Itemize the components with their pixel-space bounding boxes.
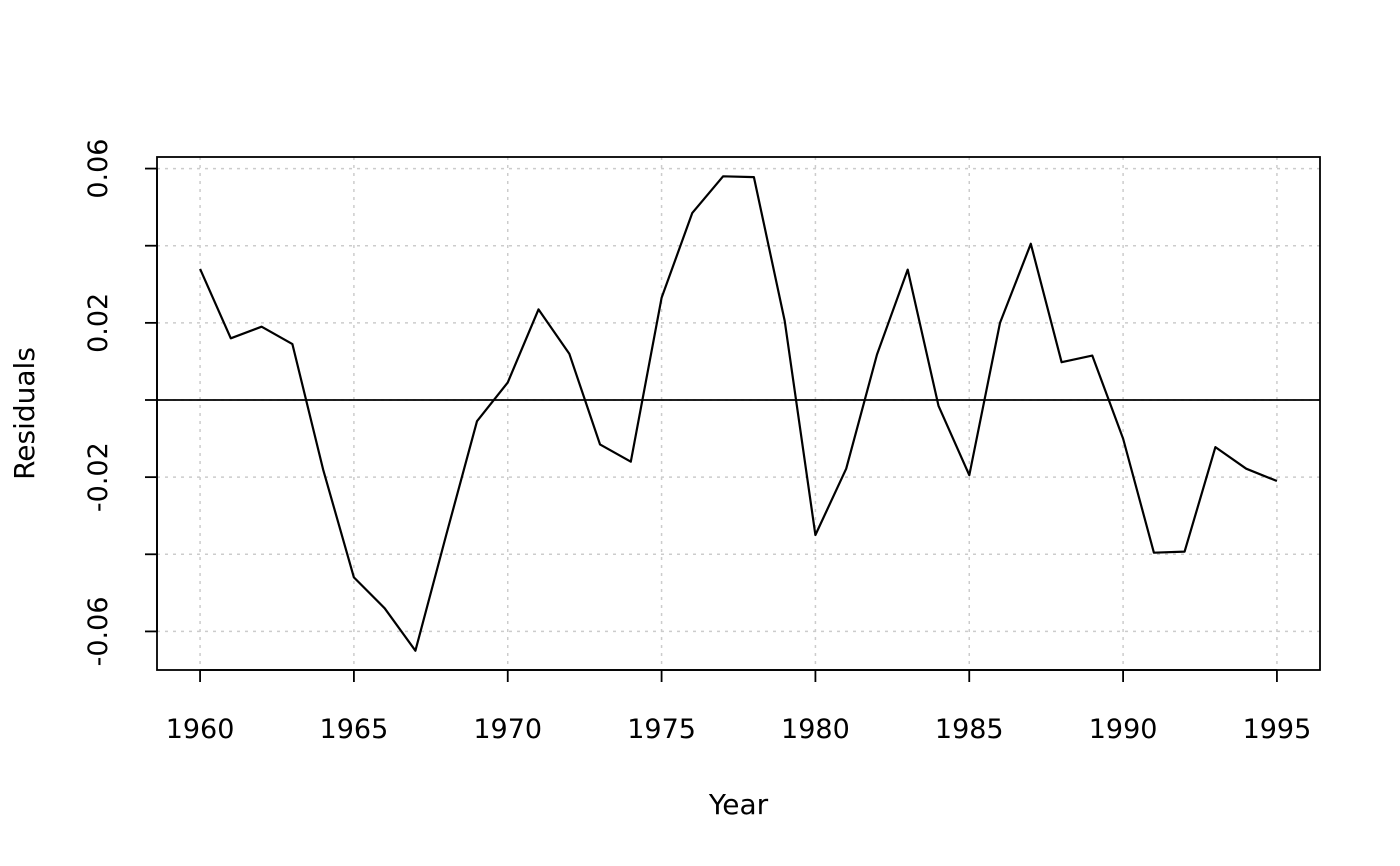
x-tick-label: 1975 <box>627 714 696 745</box>
y-axis: -0.06 -0.02 0.02 0.06 <box>83 139 158 666</box>
plot-frame <box>156 156 1321 671</box>
x-tick-label: 1980 <box>781 714 850 745</box>
residuals-line <box>199 175 1278 652</box>
x-tick-label: 1985 <box>935 714 1004 745</box>
y-tick-label: -0.06 <box>83 596 114 666</box>
y-axis-title: Residuals <box>8 347 41 480</box>
x-tick-label: 1990 <box>1089 714 1158 745</box>
y-tick-label: 0.06 <box>83 139 114 199</box>
x-tick-label: 1970 <box>473 714 542 745</box>
x-axis: 1960 1965 1970 1975 1980 1985 1990 1995 <box>166 669 1312 745</box>
x-tick-label: 1960 <box>166 714 235 745</box>
grid-lines <box>157 157 1320 670</box>
x-axis-title: Year <box>708 788 769 821</box>
y-tick-label: -0.02 <box>83 442 114 512</box>
x-tick-label: 1965 <box>320 714 389 745</box>
x-tick-label: 1995 <box>1243 714 1312 745</box>
y-tick-label: 0.02 <box>83 293 114 353</box>
